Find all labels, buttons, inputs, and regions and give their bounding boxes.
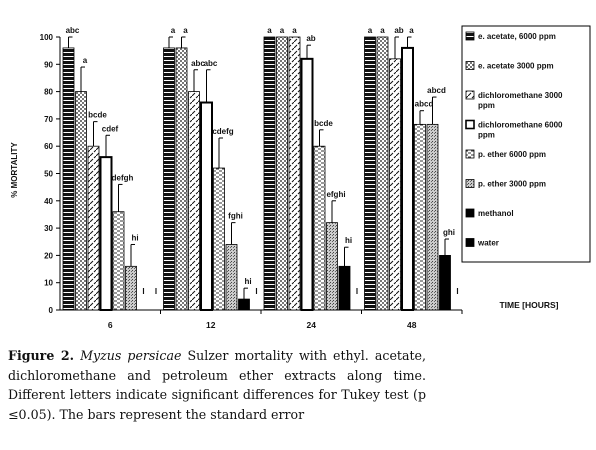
significance-letter: efghi xyxy=(326,190,345,199)
bar xyxy=(426,123,439,311)
significance-letter: abcd xyxy=(427,86,446,95)
significance-letter: hi xyxy=(345,236,352,245)
significance-letter: cdefg xyxy=(212,127,233,136)
significance-letter: I xyxy=(356,287,358,296)
bar xyxy=(62,47,75,311)
significance-letter: a xyxy=(368,26,373,35)
significance-letter: abcd xyxy=(415,100,434,109)
significance-letter: a xyxy=(183,26,188,35)
significance-letter: defgh xyxy=(112,173,134,182)
bar xyxy=(75,91,87,311)
legend-label: p. ether 6000 ppm xyxy=(478,150,546,159)
y-axis-label: % MORTALITY xyxy=(10,142,19,198)
legend-label: e. acetate 3000 ppm xyxy=(478,62,554,71)
y-tick-label: 0 xyxy=(49,306,54,315)
bar xyxy=(200,101,213,311)
bar xyxy=(188,91,200,311)
caption-text: Sulzer mortality with ethyl. acetate, di… xyxy=(8,348,426,422)
y-tick-label: 50 xyxy=(44,170,53,179)
mortality-bar-chart: 0 10 20 30 40 50 60 70 80 90 100 6 abc a bcde cdef defgh… xyxy=(10,25,591,330)
bar xyxy=(213,167,225,311)
significance-letter: I xyxy=(142,287,144,296)
legend-swatch xyxy=(465,31,475,41)
legend-box xyxy=(461,25,591,263)
legend-label: methanol xyxy=(478,209,514,218)
bar xyxy=(414,123,426,311)
significance-letter: abc xyxy=(191,59,205,68)
legend-swatch xyxy=(465,119,475,130)
bar xyxy=(125,265,137,311)
significance-letter: ab xyxy=(394,26,403,35)
legend-label: p. ether 3000 ppm xyxy=(478,180,546,189)
bar xyxy=(238,298,250,311)
x-axis-label: TIME [HOURS] xyxy=(499,300,558,310)
significance-letter: a xyxy=(280,26,285,35)
significance-letter: a xyxy=(292,26,297,35)
significance-letter: abc xyxy=(204,59,218,68)
significance-letter: a xyxy=(409,26,414,35)
y-tick-label: 90 xyxy=(44,60,53,69)
figure-caption: Figure 2. Myzus persicae Sulzer mortalit… xyxy=(8,346,426,424)
y-tick-label: 80 xyxy=(44,88,53,97)
x-tick-label: 24 xyxy=(307,320,317,330)
bar xyxy=(175,47,188,311)
y-tick-label: 30 xyxy=(44,224,53,233)
legend-label: dichloromethane 6000 ppm xyxy=(478,121,563,140)
y-tick-label: 40 xyxy=(44,197,53,206)
y-tick-label: 70 xyxy=(44,115,53,124)
x-tick-label: 12 xyxy=(206,320,216,330)
bar xyxy=(276,36,288,311)
significance-letter: I xyxy=(255,287,257,296)
bar xyxy=(401,46,414,311)
significance-letter: I xyxy=(155,287,157,296)
legend-label: e. acetate, 6000 ppm xyxy=(478,32,556,41)
bar xyxy=(364,36,376,311)
significance-letter: I xyxy=(456,287,458,296)
significance-letter: ghi xyxy=(443,228,455,237)
significance-letter: hi xyxy=(244,277,251,286)
legend-label: dichloromethane 3000 ppm xyxy=(478,91,563,110)
legend-label: water xyxy=(477,239,499,248)
bar xyxy=(326,222,338,311)
significance-letter: bcde xyxy=(88,111,107,120)
significance-letter: cdef xyxy=(102,124,119,133)
significance-letter: a xyxy=(267,26,272,35)
significance-letter: fghi xyxy=(228,212,243,221)
bar xyxy=(87,145,100,311)
y-tick-label: 20 xyxy=(44,251,53,260)
legend-swatch xyxy=(465,238,475,247)
bar xyxy=(300,57,314,312)
bar xyxy=(225,244,238,311)
legend-swatch xyxy=(465,61,475,70)
caption-label: Figure 2. xyxy=(8,348,74,363)
bar xyxy=(389,58,401,311)
legend-swatch xyxy=(465,90,475,100)
significance-letter: a xyxy=(171,26,176,35)
x-tick-label: 6 xyxy=(108,320,113,330)
significance-letter: hi xyxy=(131,233,138,242)
significance-letter: a xyxy=(83,56,88,65)
legend-swatch xyxy=(465,179,475,188)
bar xyxy=(313,145,326,311)
y-tick-label: 100 xyxy=(40,33,54,42)
bar xyxy=(99,156,113,311)
significance-letter: ab xyxy=(306,34,315,43)
significance-letter: bcde xyxy=(314,119,333,128)
bar xyxy=(163,47,175,311)
bar xyxy=(376,36,389,311)
y-tick-label: 10 xyxy=(44,279,53,288)
x-tick-label: 48 xyxy=(407,320,417,330)
bar xyxy=(338,265,351,311)
legend-swatch xyxy=(465,149,475,159)
significance-letter: abc xyxy=(66,26,80,35)
bar xyxy=(288,36,301,311)
bar xyxy=(263,36,276,311)
bar xyxy=(439,254,451,311)
legend-swatch xyxy=(465,208,475,218)
caption-species: Myzus persicae xyxy=(80,348,182,363)
significance-letter: a xyxy=(380,26,385,35)
y-tick-label: 60 xyxy=(44,142,53,151)
legend: e. acetate, 6000 ppm e. acetate 3000 ppm d… xyxy=(461,25,591,263)
bar xyxy=(112,211,125,311)
